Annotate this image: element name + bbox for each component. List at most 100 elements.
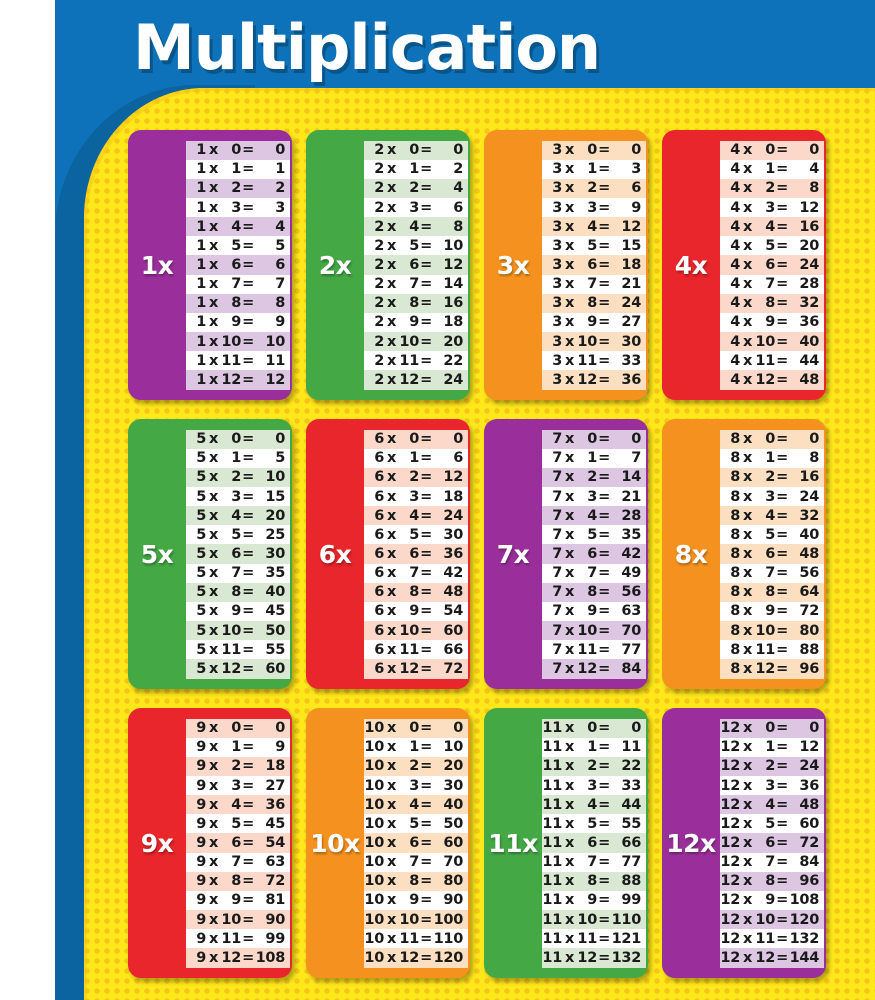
equation-row: 6 x 2 = 12 — [364, 467, 468, 487]
multiply-operator-icon: x — [742, 892, 753, 909]
equation-product: 30 — [443, 777, 463, 794]
equals-sign: = — [420, 854, 432, 871]
equation-row: 6 x 4 = 24 — [364, 506, 468, 526]
equation-product: 4 — [275, 218, 285, 235]
equation-product: 90 — [265, 911, 285, 928]
equation-operand-a: 2 — [374, 314, 384, 331]
equals-sign: = — [776, 488, 788, 505]
equation-operand-a: 10 — [364, 835, 384, 852]
multiply-operator-icon: x — [386, 949, 397, 966]
equation-operand-a: 10 — [364, 911, 384, 928]
multiply-operator-icon: x — [208, 469, 219, 486]
equation-operand-a: 11 — [542, 835, 562, 852]
multiply-operator-icon: x — [742, 431, 753, 448]
equation-operand-a: 8 — [730, 622, 740, 639]
multiply-operator-icon: x — [742, 584, 753, 601]
equation-product: 24 — [443, 371, 463, 388]
equation-operand-a: 8 — [730, 565, 740, 582]
equation-operand-b: 5 — [409, 815, 419, 832]
equation-row: 8 x 9 = 72 — [720, 601, 824, 622]
equation-operand-a: 11 — [542, 949, 562, 966]
equation-operand-a: 10 — [364, 854, 384, 871]
equation-operand-b: 1 — [231, 739, 241, 756]
equation-row: 11 x 0 = 0 — [542, 718, 646, 738]
equation-row: 10 x 5 = 50 — [364, 814, 468, 834]
equation-operand-b: 2 — [765, 180, 775, 197]
equals-sign: = — [776, 815, 788, 832]
equation-operand-b: 0 — [765, 431, 775, 448]
equation-row: 7 x 6 = 42 — [542, 544, 646, 564]
equation-product: 15 — [621, 237, 641, 254]
equation-product: 40 — [265, 584, 285, 601]
table-card-label: 10x — [310, 828, 360, 858]
table-card-12: 12x 12 x 0 = 0 12 x 1 = 12 12 x 2 = 24 12 x 3 = 36 12 x 4 = 48 12 x… — [662, 708, 826, 978]
table-card-2: 2x 2 x 0 = 0 2 x 1 = 2 2 x 2 = 4 2 x 3 = 6 2 x 4 = 8 2 x 5 = 10 2 x 6 = 12 2… — [306, 130, 470, 400]
equation-operand-b: 6 — [409, 546, 419, 563]
equation-operand-a: 12 — [720, 835, 740, 852]
equation-row: 10 x 8 = 80 — [364, 871, 468, 891]
equation-product: 6 — [275, 257, 285, 274]
equals-sign: = — [420, 142, 432, 159]
equals-sign: = — [598, 488, 610, 505]
equation-row: 8 x 10 = 80 — [720, 621, 824, 641]
equation-operand-a: 2 — [374, 180, 384, 197]
equation-row: 3 x 0 = 0 — [542, 140, 646, 160]
equals-sign: = — [598, 660, 610, 677]
equation-product: 0 — [809, 720, 819, 737]
multiply-operator-icon: x — [742, 815, 753, 832]
multiply-operator-icon: x — [208, 333, 219, 350]
equation-operand-a: 9 — [196, 796, 206, 813]
equals-sign: = — [420, 276, 432, 293]
equation-operand-b: 4 — [587, 218, 597, 235]
equals-sign: = — [598, 276, 610, 293]
multiply-operator-icon: x — [208, 352, 219, 369]
equation-row: 4 x 5 = 20 — [720, 236, 824, 256]
equals-sign: = — [420, 930, 432, 947]
equation-operand-b: 6 — [231, 546, 241, 563]
equals-sign: = — [776, 660, 788, 677]
equation-operand-b: 6 — [409, 257, 419, 274]
equation-product: 88 — [799, 641, 819, 658]
equals-sign: = — [598, 641, 610, 658]
equation-row: 5 x 9 = 45 — [186, 601, 290, 622]
equation-row: 4 x 4 = 16 — [720, 217, 824, 237]
multiply-operator-icon: x — [208, 949, 219, 966]
equation-row: 7 x 12 = 84 — [542, 659, 646, 679]
multiply-operator-icon: x — [386, 854, 397, 871]
equation-product: 12 — [799, 199, 819, 216]
equation-product: 7 — [631, 450, 641, 467]
equation-product: 35 — [265, 565, 285, 582]
equation-row: 8 x 0 = 0 — [720, 429, 824, 449]
multiply-operator-icon: x — [386, 815, 397, 832]
equation-row: 5 x 12 = 60 — [186, 659, 290, 679]
equals-sign: = — [776, 641, 788, 658]
equation-product: 0 — [275, 142, 285, 159]
equation-list: 12 x 0 = 0 12 x 1 = 12 12 x 2 = 24 12 x 3 = 36 12 x 4 = 48 12 x 5 = 6… — [720, 718, 824, 968]
equals-sign: = — [776, 739, 788, 756]
equation-operand-a: 3 — [552, 142, 562, 159]
equation-operand-b: 2 — [409, 469, 419, 486]
equation-operand-b: 3 — [587, 199, 597, 216]
equation-operand-b: 1 — [587, 739, 597, 756]
equation-product: 81 — [265, 892, 285, 909]
multiply-operator-icon: x — [742, 142, 753, 159]
equation-operand-b: 8 — [587, 584, 597, 601]
equation-product: 8 — [809, 180, 819, 197]
equation-operand-b: 3 — [231, 199, 241, 216]
equation-operand-b: 8 — [765, 584, 775, 601]
equation-product: 84 — [799, 854, 819, 871]
equals-sign: = — [598, 930, 610, 947]
equation-product: 48 — [799, 796, 819, 813]
equation-product: 90 — [443, 892, 463, 909]
equation-product: 10 — [265, 333, 285, 350]
equation-operand-b: 12 — [221, 949, 241, 966]
equation-operand-a: 3 — [552, 333, 562, 350]
equation-operand-a: 5 — [196, 526, 206, 543]
equation-operand-b: 5 — [765, 237, 775, 254]
equation-row: 4 x 1 = 4 — [720, 159, 824, 179]
equation-operand-a: 1 — [196, 371, 206, 388]
equals-sign: = — [598, 333, 610, 350]
equals-sign: = — [598, 873, 610, 890]
equals-sign: = — [242, 777, 254, 794]
equation-list: 5 x 0 = 0 5 x 1 = 5 5 x 2 = 10 5 x 3 = 15 5 x 4 = 20 5 x 5 = 25 5 x 6 = 30… — [186, 429, 290, 679]
